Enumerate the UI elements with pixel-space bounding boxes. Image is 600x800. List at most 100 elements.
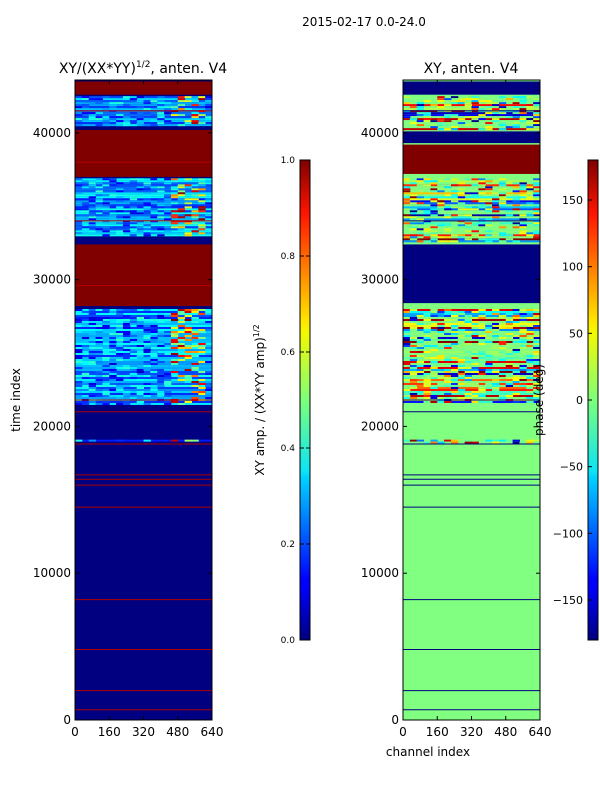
heatmap-cell xyxy=(191,439,199,442)
heatmap-cell xyxy=(170,400,179,403)
heatmap-cell xyxy=(533,190,541,193)
heatmap-cell xyxy=(444,384,452,387)
heatmap-cell xyxy=(416,370,425,373)
heatmap-cell xyxy=(505,439,514,442)
heatmap-cell xyxy=(533,340,541,343)
heatmap-cell xyxy=(533,118,541,121)
heatmap-cell xyxy=(519,118,527,121)
heatmap-cell xyxy=(157,216,165,219)
heatmap-cell xyxy=(464,96,472,99)
heatmap-cell xyxy=(191,228,199,231)
heatmap-cell xyxy=(164,210,172,213)
heatmap-cell xyxy=(450,370,459,373)
heatmap-cell xyxy=(116,108,124,111)
heatmap-cell xyxy=(492,352,500,355)
heatmap-cell xyxy=(457,360,466,363)
heatmap-cell xyxy=(116,366,124,369)
heatmap-cell xyxy=(450,234,459,237)
heatmap-cell xyxy=(471,394,479,397)
heatmap-cell xyxy=(122,392,131,395)
heatmap-cell xyxy=(423,316,431,319)
heatmap-cell xyxy=(122,124,131,127)
heatmap-cell xyxy=(102,400,110,403)
heatmap-cell xyxy=(519,344,527,347)
heatmap-cell xyxy=(505,98,514,101)
heatmap-cell xyxy=(122,322,131,325)
heatmap-cell xyxy=(81,96,90,99)
heatmap-cell xyxy=(492,118,500,121)
heatmap-cell xyxy=(109,372,117,375)
heatmap-cell xyxy=(526,96,534,99)
heatmap-cell xyxy=(471,208,479,211)
heatmap-cell xyxy=(116,102,124,105)
y-tick-label: 40000 xyxy=(361,126,399,140)
heatmap-row xyxy=(403,380,540,383)
heatmap-cell xyxy=(423,340,431,343)
heatmap-cell xyxy=(471,382,479,385)
heatmap-cell xyxy=(430,102,438,105)
heatmap-cell xyxy=(143,198,151,201)
heatmap-cell xyxy=(526,184,534,187)
heatmap-cell xyxy=(157,380,165,383)
heatmap-cell xyxy=(116,384,124,387)
heatmap-cell xyxy=(464,330,472,333)
heatmap-cell xyxy=(143,348,151,351)
heatmap-cell xyxy=(498,336,507,339)
heatmap-cell xyxy=(102,230,110,233)
heatmap-cell xyxy=(464,366,472,369)
heatmap-cell xyxy=(519,186,527,189)
heatmap-cell xyxy=(129,180,138,183)
heatmap-cell xyxy=(492,200,500,203)
heatmap-row xyxy=(75,380,212,383)
right-panel-title: XY, anten. V4 xyxy=(424,61,519,77)
heatmap-cell xyxy=(478,178,486,181)
heatmap-cell xyxy=(512,334,520,337)
heatmap-cell xyxy=(116,116,124,119)
heatmap-cell xyxy=(478,188,486,191)
heatmap-cell xyxy=(205,310,213,313)
heatmap-cell xyxy=(109,346,117,349)
heatmap-cell xyxy=(471,98,479,101)
heatmap-cell xyxy=(450,318,459,321)
heatmap-cell xyxy=(512,439,520,442)
heatmap-cell xyxy=(430,214,438,217)
heatmap-cell xyxy=(533,96,541,99)
heatmap-cell xyxy=(136,230,144,233)
heatmap-cell xyxy=(88,118,97,121)
heatmap-cell xyxy=(485,340,493,343)
heatmap-cell xyxy=(205,100,213,103)
heatmap-cell xyxy=(109,342,117,345)
heatmap-cell xyxy=(409,222,418,225)
heatmap-cell xyxy=(471,441,479,444)
heatmap-cell xyxy=(478,108,486,111)
heatmap-cell xyxy=(478,388,486,391)
heatmap-cell xyxy=(95,222,103,225)
heatmap-cell xyxy=(205,360,213,363)
heatmap-cell xyxy=(109,318,117,321)
heatmap-cell xyxy=(403,396,411,399)
heatmap-cell xyxy=(409,366,418,369)
heatmap-cell xyxy=(129,308,138,311)
heatmap-cell xyxy=(122,384,131,387)
heatmap-cell xyxy=(198,210,206,213)
heatmap-cell xyxy=(75,112,83,115)
heatmap-cell xyxy=(437,122,445,125)
heatmap-row xyxy=(75,338,212,341)
heatmap-cell xyxy=(526,214,534,217)
heatmap-cell xyxy=(498,232,507,235)
heatmap-cell xyxy=(464,356,472,359)
heatmap-cell xyxy=(478,360,486,363)
heatmap-cell xyxy=(184,376,192,379)
heatmap-cell xyxy=(492,344,500,347)
left-colorbar-strip xyxy=(299,159,311,641)
heatmap-row xyxy=(403,338,540,341)
heatmap-cell xyxy=(150,350,158,353)
heatmap-cell xyxy=(409,218,418,221)
heatmap-cell xyxy=(423,394,431,397)
heatmap-cell xyxy=(157,118,165,121)
heatmap-row xyxy=(75,356,212,359)
heatmap-cell xyxy=(519,378,527,381)
heatmap-cell xyxy=(485,200,493,203)
heatmap-cell xyxy=(457,382,466,385)
